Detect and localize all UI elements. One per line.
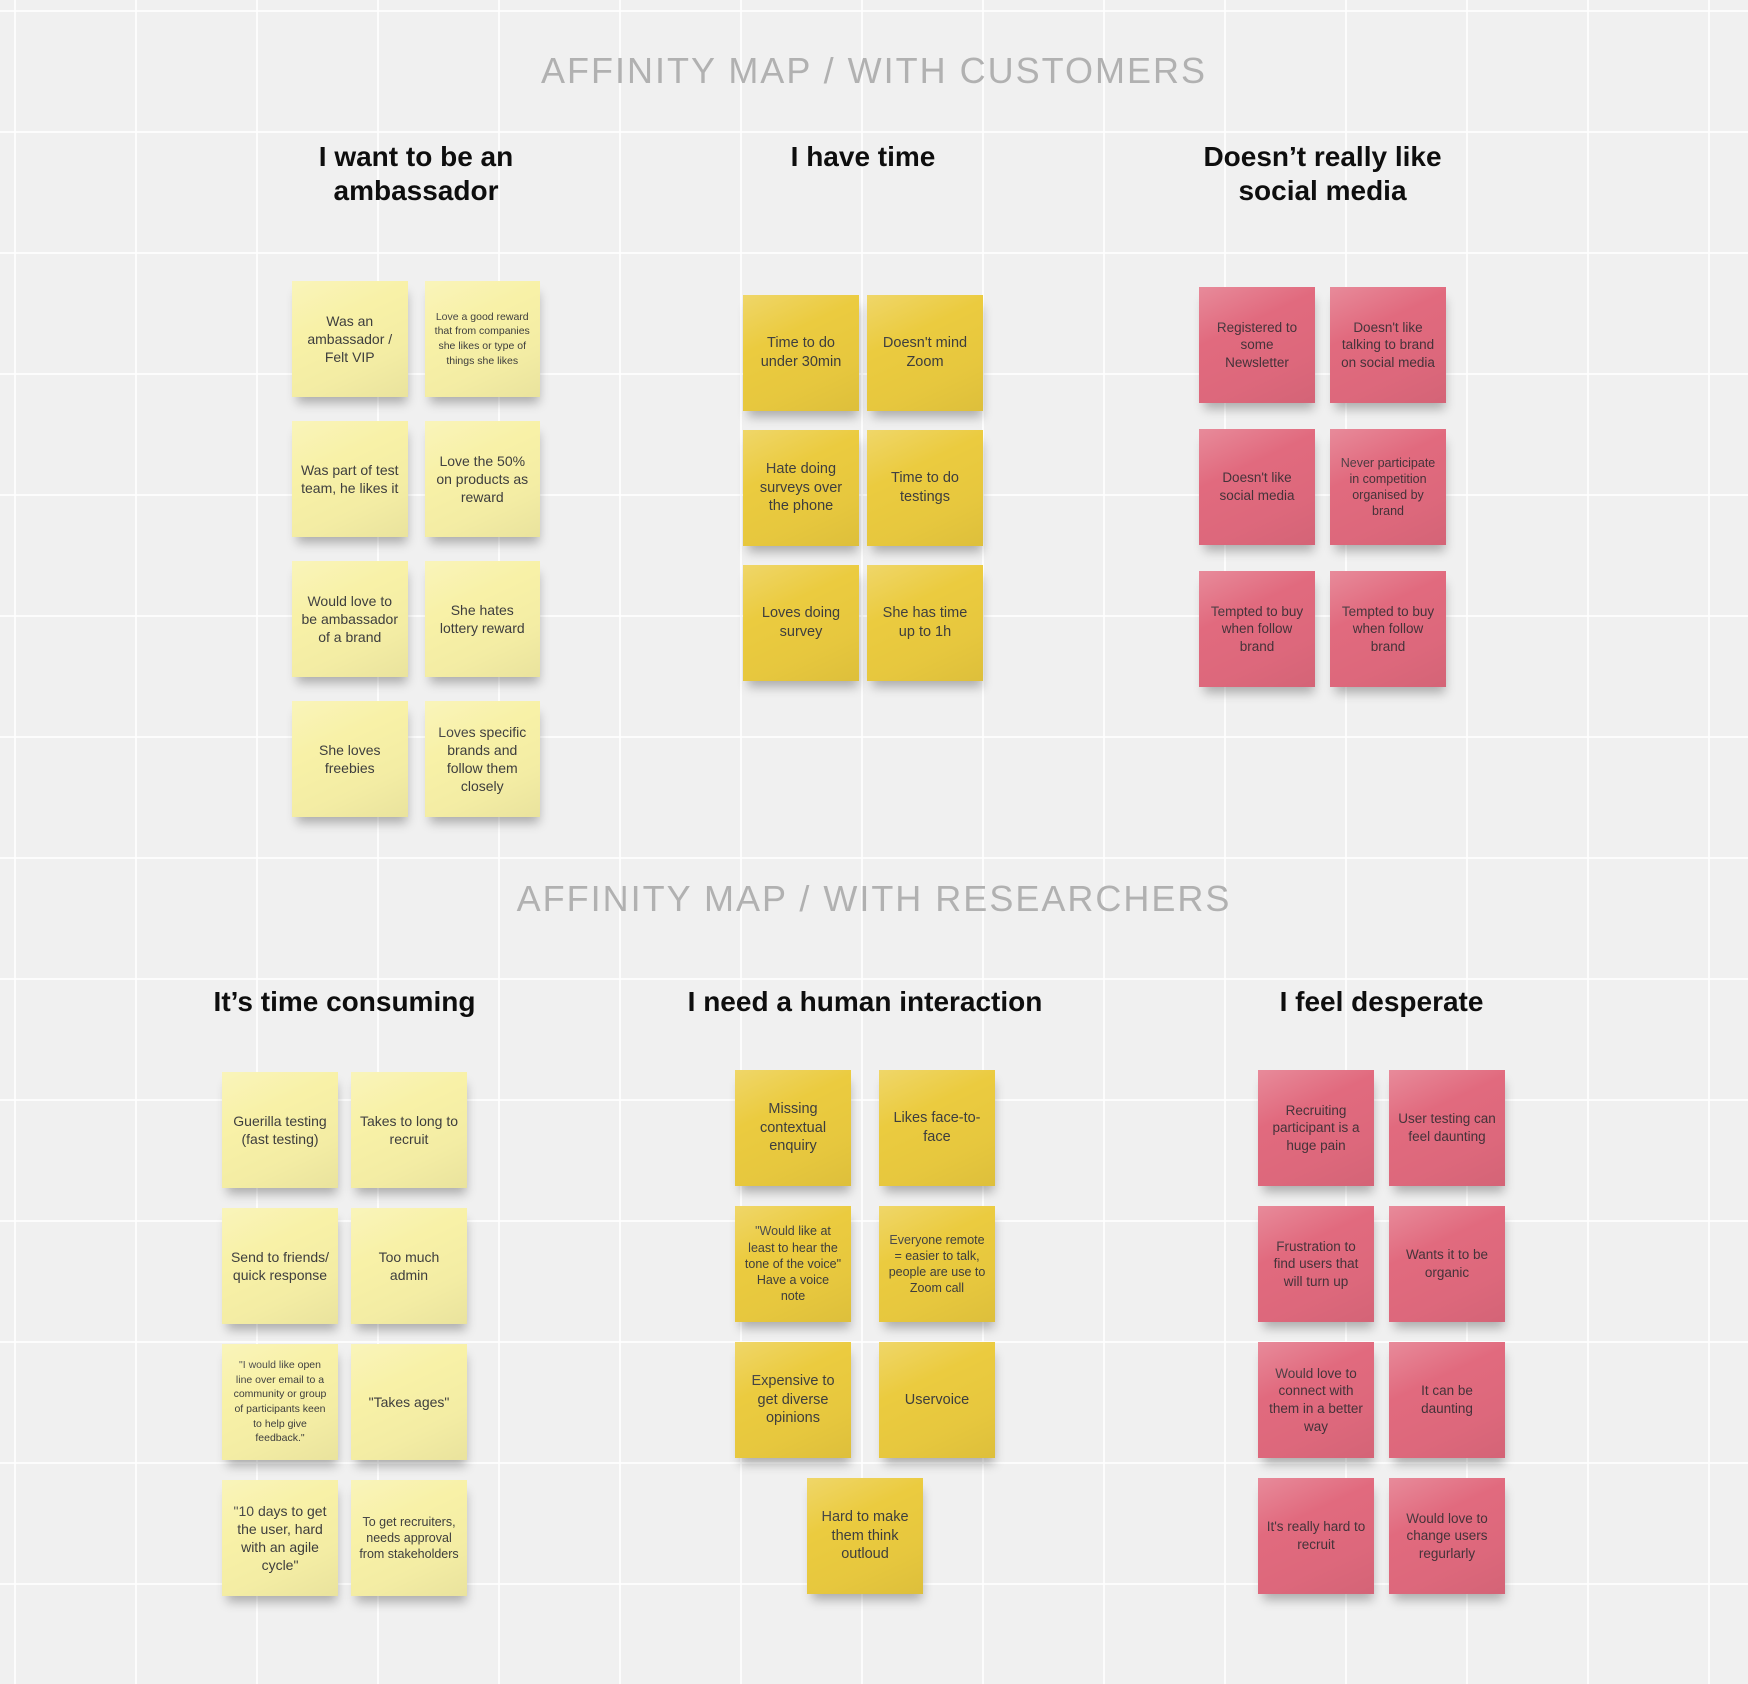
notes-grid: Recruiting participant is a huge pain Use… xyxy=(1258,1070,1505,1594)
sticky-note[interactable]: Everyone remote = easier to talk, people… xyxy=(879,1206,995,1322)
notes-grid: Registered to some Newsletter Doesn't lik… xyxy=(1199,287,1446,687)
sticky-note[interactable]: Time to do testings xyxy=(867,430,983,546)
group-header-i-want-to-be-an-ambassador: I want to be an ambassador xyxy=(318,141,514,207)
sticky-note[interactable]: Time to do under 30min xyxy=(743,295,859,411)
section-title-affinity-map-with-customers: AFFINITY MAP / WITH CUSTOMERS xyxy=(540,50,1208,91)
sticky-note[interactable]: "Takes ages" xyxy=(351,1344,467,1460)
sticky-note[interactable]: Tempted to buy when follow brand xyxy=(1199,571,1315,687)
sticky-note[interactable]: Guerilla testing (fast testing) xyxy=(222,1072,338,1188)
group-header-i-feel-desperate: I feel desperate xyxy=(1279,986,1484,1017)
sticky-note[interactable]: Love the 50% on products as reward xyxy=(424,421,540,537)
sticky-note[interactable]: Would love to change users regurlarly xyxy=(1389,1478,1505,1594)
sticky-note[interactable]: Hate doing surveys over the phone xyxy=(743,430,859,546)
sticky-note[interactable]: "Would like at least to hear the tone of… xyxy=(735,1206,851,1322)
group-header-i-need-a-human-interaction: I need a human interaction xyxy=(687,986,1043,1017)
sticky-note[interactable]: Wants it to be organic xyxy=(1389,1206,1505,1322)
sticky-note[interactable]: Love a good reward that from companies s… xyxy=(424,281,540,397)
sticky-note[interactable]: Never participate in competition organis… xyxy=(1330,429,1446,545)
sticky-note[interactable]: Doesn't mind Zoom xyxy=(867,295,983,411)
sticky-note[interactable]: It can be daunting xyxy=(1389,1342,1505,1458)
sticky-note[interactable]: Tempted to buy when follow brand xyxy=(1330,571,1446,687)
sticky-note[interactable]: Was an ambassador / Felt VIP xyxy=(292,281,408,397)
sticky-note[interactable]: Registered to some Newsletter xyxy=(1199,287,1315,403)
sticky-note[interactable]: To get recruiters, needs approval from s… xyxy=(351,1480,467,1596)
sticky-note[interactable]: Expensive to get diverse opinions xyxy=(735,1342,851,1458)
notes-grid: Guerilla testing (fast testing) Takes to … xyxy=(222,1072,467,1596)
sticky-note[interactable]: Missing contextual enquiry xyxy=(735,1070,851,1186)
sticky-note[interactable]: Hard to make them think outloud xyxy=(807,1478,923,1594)
sticky-note[interactable]: Uservoice xyxy=(879,1342,995,1458)
sticky-note[interactable]: User testing can feel daunting xyxy=(1389,1070,1505,1186)
sticky-note[interactable]: It's really hard to recruit xyxy=(1258,1478,1374,1594)
sticky-note[interactable]: Frustration to find users that will turn… xyxy=(1258,1206,1374,1322)
sticky-note[interactable]: Loves specific brands and follow them cl… xyxy=(424,701,540,817)
sticky-note[interactable]: Too much admin xyxy=(351,1208,467,1324)
sticky-note[interactable]: She loves freebies xyxy=(292,701,408,817)
sticky-note[interactable]: Recruiting participant is a huge pain xyxy=(1258,1070,1374,1186)
sticky-note[interactable]: "10 days to get the user, hard with an a… xyxy=(222,1480,338,1596)
sticky-note[interactable]: Doesn't like talking to brand on social … xyxy=(1330,287,1446,403)
sticky-note[interactable]: "I would like open line over email to a … xyxy=(222,1344,338,1460)
group-header-it-s-time-consuming: It’s time consuming xyxy=(213,986,476,1017)
sticky-note[interactable]: She has time up to 1h xyxy=(867,565,983,681)
sticky-note[interactable]: Takes to long to recruit xyxy=(351,1072,467,1188)
notes-grid: Time to do under 30min Doesn't mind Zoom H… xyxy=(743,295,983,681)
sticky-note[interactable]: Send to friends/ quick response xyxy=(222,1208,338,1324)
section-title-affinity-map-with-researchers: AFFINITY MAP / WITH RESEARCHERS xyxy=(516,878,1232,919)
notes-grid: Was an ambassador / Felt VIP Love a good … xyxy=(292,281,540,817)
sticky-note[interactable]: Likes face-to-face xyxy=(879,1070,995,1186)
group-header-doesn-t-really-like-social-media: Doesn’t really like social media xyxy=(1203,141,1442,207)
group-header-i-have-time: I have time xyxy=(790,141,936,172)
sticky-note[interactable]: Loves doing survey xyxy=(743,565,859,681)
sticky-note[interactable]: Was part of test team, he likes it xyxy=(292,421,408,537)
sticky-note[interactable]: Doesn't like social media xyxy=(1199,429,1315,545)
sticky-note[interactable]: Would love to be ambassador of a brand xyxy=(292,561,408,677)
sticky-note[interactable]: She hates lottery reward xyxy=(424,561,540,677)
sticky-note[interactable]: Would love to connect with them in a bet… xyxy=(1258,1342,1374,1458)
notes-grid: Missing contextual enquiry Likes face-to-… xyxy=(735,1070,995,1594)
